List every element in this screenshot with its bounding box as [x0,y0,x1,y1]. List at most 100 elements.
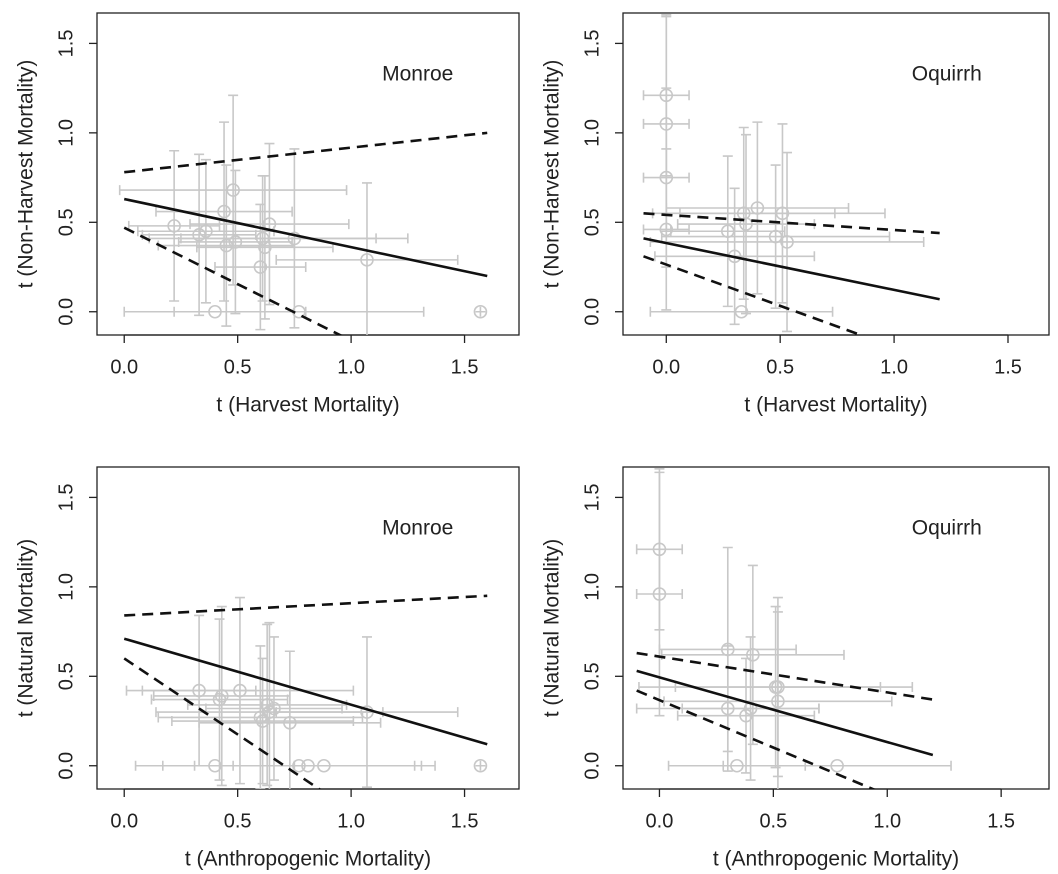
regression-line [636,669,934,757]
x-tick-label: 0.0 [110,356,138,378]
point [659,222,674,237]
regression-line [123,637,488,746]
point [780,235,794,249]
point [771,694,785,709]
x-error-bar [232,760,416,771]
point [267,701,281,716]
x-error-bar [118,185,348,196]
x-tick-label: 1.5 [994,356,1022,378]
x-error-bar [642,224,690,235]
x-tick-label: 1.0 [337,810,365,832]
point [473,758,488,773]
y-axis-label: t (Non-Harvest Mortality) [15,60,38,289]
x-error-bar [635,589,684,600]
point [746,648,760,662]
annotation: Oquirrh [912,63,982,86]
y-axis-label: t (Natural Mortality) [15,539,38,718]
point [192,228,206,242]
panel: 0.0 0.5 1.0 1.5 0.0 0.5 1.0 1.5 t (Anthropogenic… [15,466,520,871]
x-error-bar [198,717,382,728]
y-tick-label: 0.0 [581,752,603,780]
annotation: Monroe [382,63,453,86]
y-tick-label: 1.5 [55,484,77,512]
plot-area [635,467,952,789]
point [199,224,213,239]
x-tick-label: 0.5 [766,356,794,378]
x-tick-label: 1.0 [337,356,365,378]
confidence-line [123,657,322,789]
y-tick-label: 1.5 [581,30,603,58]
point [775,206,790,221]
annotation: Monroe [382,517,453,540]
point [258,240,272,255]
annotation: Oquirrh [912,517,982,540]
plot-area [123,594,488,789]
x-error-bar [660,231,891,242]
y-tick-label: 0.0 [581,298,603,326]
point [652,587,667,601]
point [262,705,277,719]
x-tick-label: 0.0 [110,810,138,832]
point [253,260,268,274]
x-error-bar [275,254,459,265]
x-tick-label: 1.0 [880,356,908,378]
x-error-bar [275,707,459,718]
y-tick-label: 0.5 [55,662,77,690]
x-error-bar [189,219,350,230]
x-axis-label: t (Anthropogenic Mortality) [713,848,959,871]
y-tick-label: 1.0 [55,573,77,601]
x-tick-label: 0.5 [224,356,252,378]
x-error-bar [180,233,409,244]
x-error-bar [722,760,952,771]
point [360,253,374,267]
confidence-line [123,226,343,335]
x-tick-label: 0.5 [224,810,252,832]
plot-frame [96,12,520,336]
x-axis-label: t (Anthropogenic Mortality) [185,848,431,871]
x-tick-label: 1.5 [451,356,479,378]
point [317,758,331,773]
y-tick-label: 0.5 [55,208,77,236]
point [739,217,753,231]
y-tick-label: 1.0 [55,119,77,147]
y-tick-label: 0.0 [55,298,77,326]
point [283,716,297,730]
point [260,698,274,712]
confidence-line [124,131,488,174]
confidence-line [636,651,934,701]
confidence-line [643,255,865,335]
panel: 0.0 0.5 1.0 1.5 0.0 0.5 1.0 1.5 t (Harvest Morta… [541,12,1050,417]
point [830,758,844,773]
point [217,204,231,219]
point [226,183,240,197]
y-tick-label: 0.0 [55,752,77,780]
x-error-bar [157,712,364,723]
x-error-bar [173,306,425,317]
point [739,708,753,723]
x-tick-label: 1.5 [451,810,479,832]
point [255,714,270,728]
regression-line [643,237,940,301]
point [219,238,234,253]
plot-frame [622,12,1050,336]
y-tick-label: 1.0 [581,573,603,601]
panel: 0.0 0.5 1.0 1.5 0.0 0.5 1.0 1.5 t (Harvest Morta… [15,12,520,417]
y-tick-label: 1.5 [55,30,77,58]
x-error-bar [670,226,786,237]
x-error-bar [649,306,834,317]
x-tick-label: 0.5 [759,810,787,832]
y-tick-label: 1.5 [581,484,603,512]
x-tick-label: 0.0 [652,356,680,378]
x-error-bar [663,696,893,707]
x-axis-label: t (Harvest Mortality) [744,394,927,417]
y-axis-label: t (Natural Mortality) [541,539,564,718]
plot-frame [96,466,520,790]
plot-area [118,94,488,335]
x-error-bar [125,685,355,696]
point [734,304,749,319]
plot-area [642,13,940,335]
x-error-bar [214,262,307,273]
y-tick-label: 0.5 [581,662,603,690]
y-tick-label: 0.5 [581,208,603,236]
